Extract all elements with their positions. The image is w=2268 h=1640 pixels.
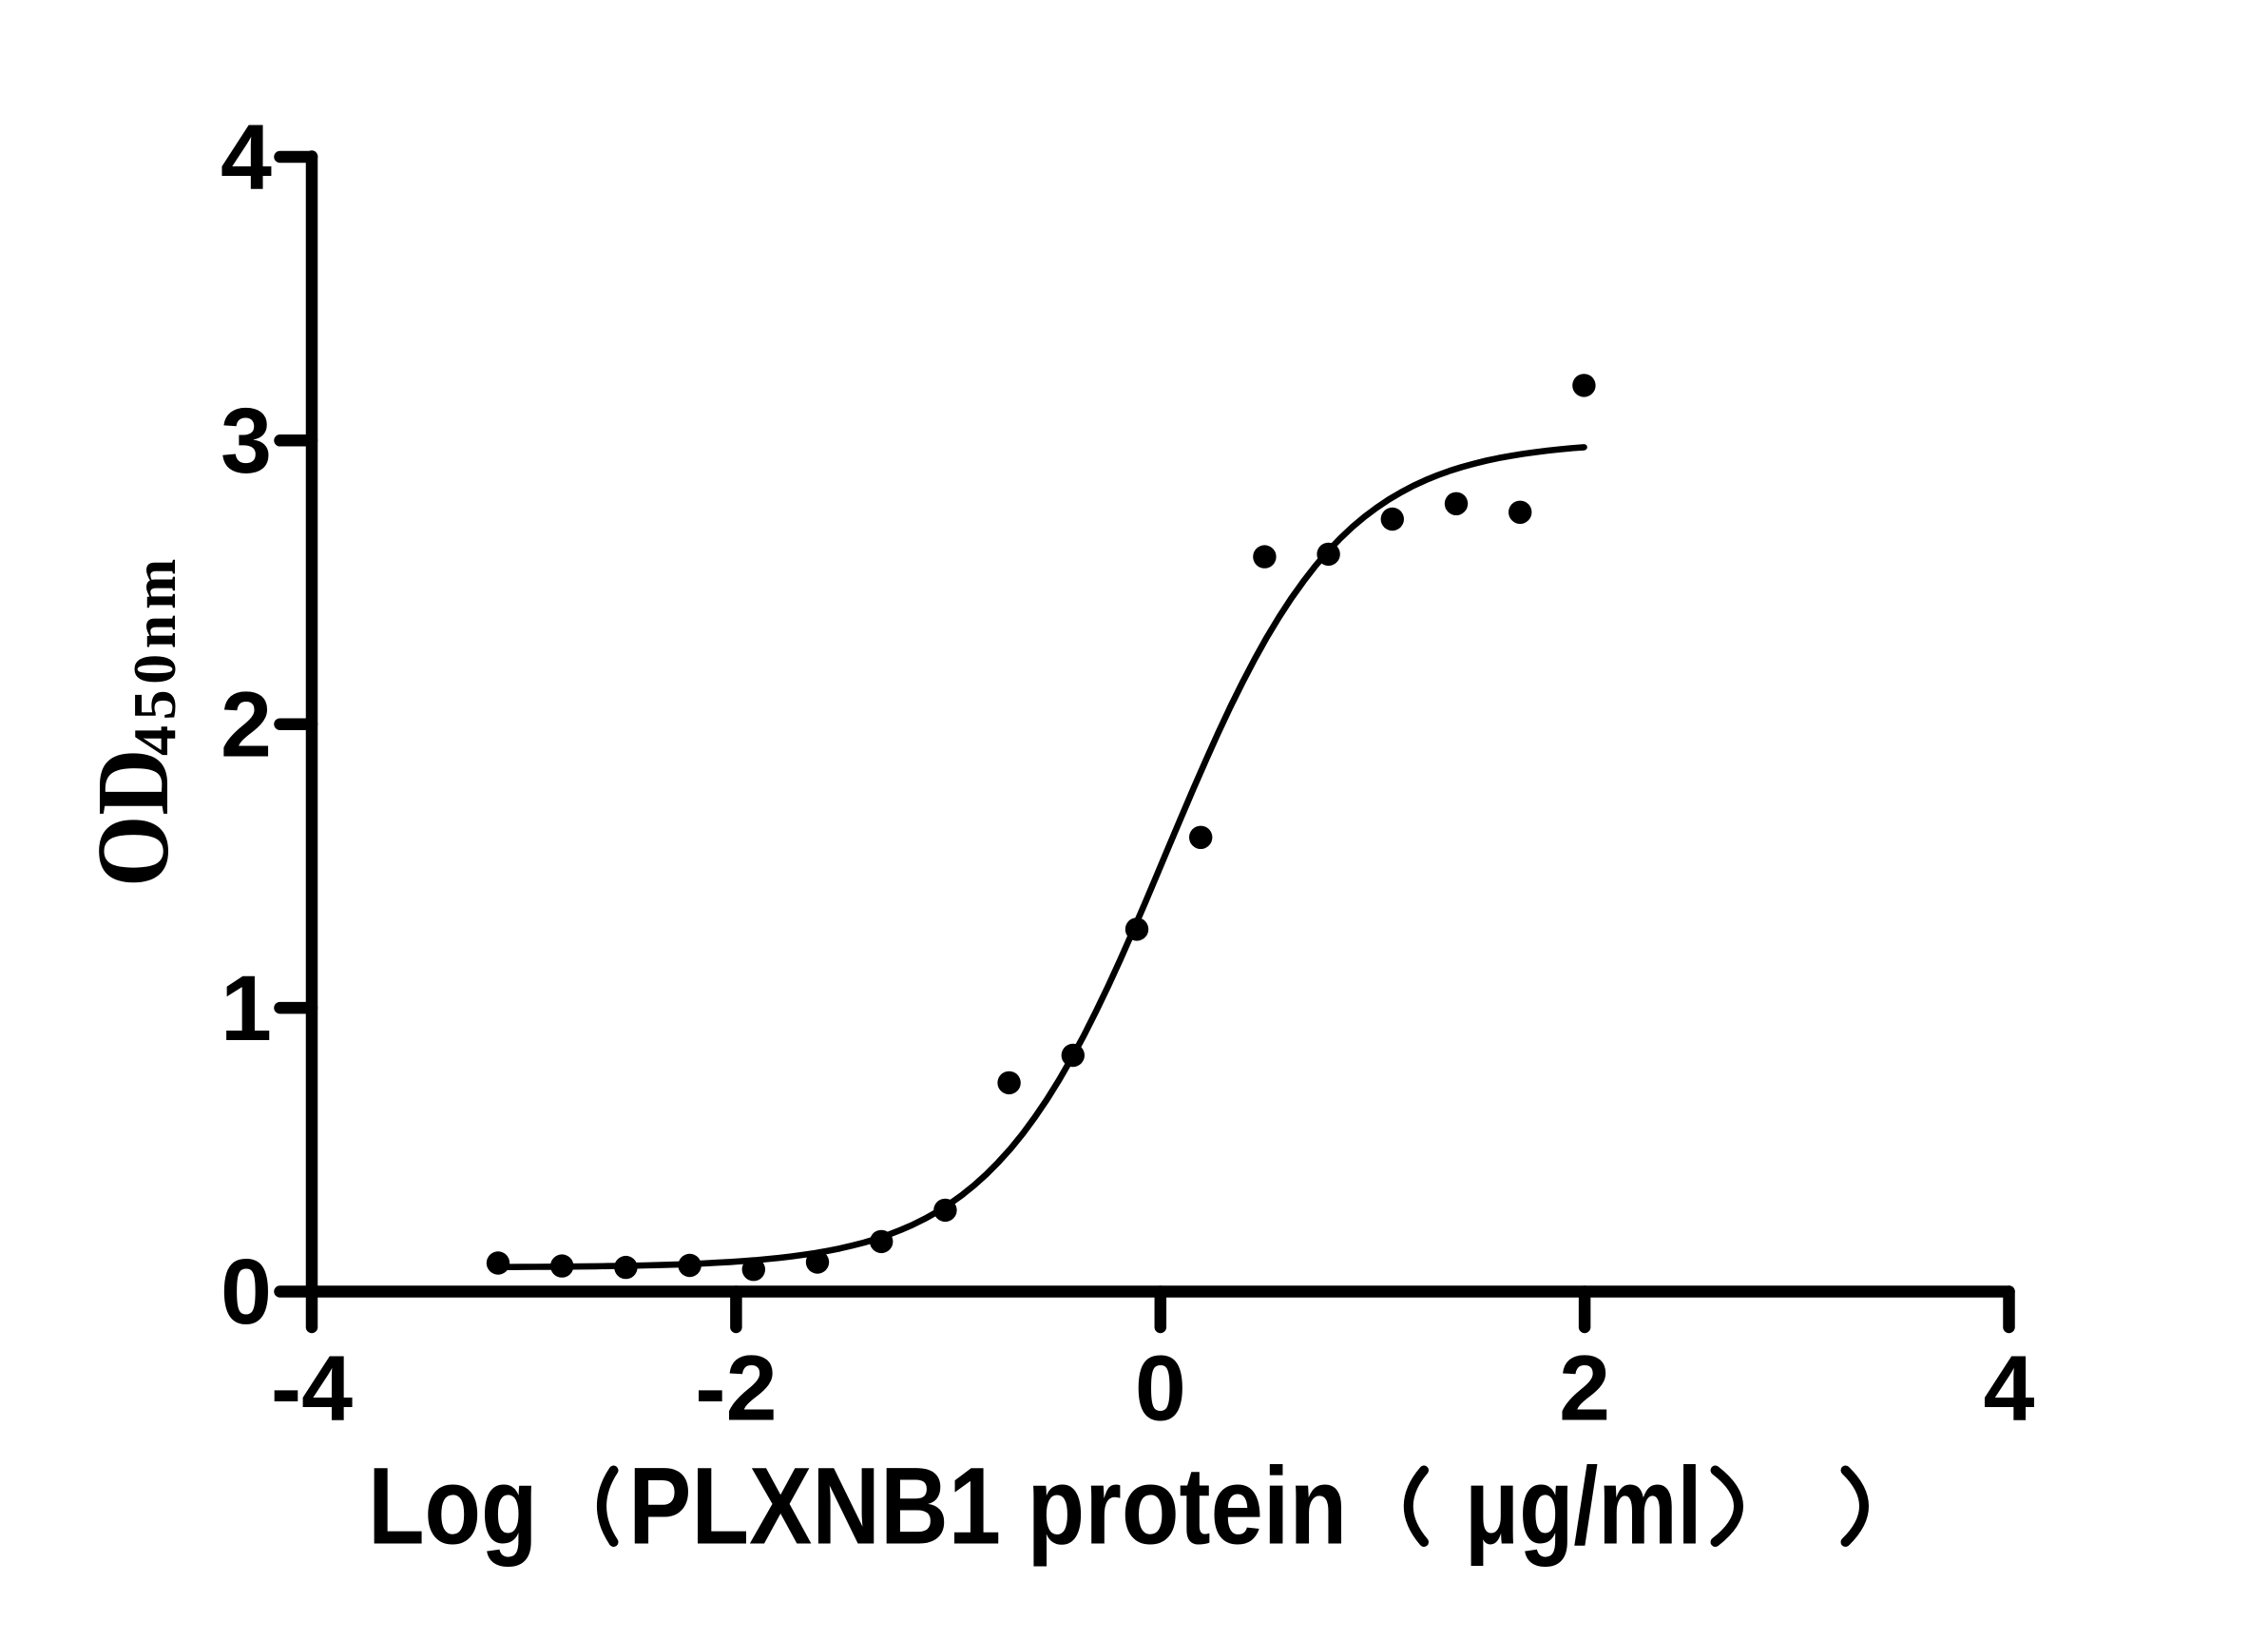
svg-text:-2: -2 [695,1337,777,1440]
svg-text:4: 4 [221,106,272,209]
svg-text:2: 2 [221,672,272,776]
svg-text:OD: OD [77,749,190,887]
svg-text:PLXNB1 protein: PLXNB1 protein [628,1445,1347,1567]
svg-text:4: 4 [1984,1337,2035,1440]
svg-text:μg/ml: μg/ml [1465,1445,1701,1567]
svg-text:3: 3 [221,389,272,492]
svg-text:450nm: 450nm [121,553,188,756]
svg-text:-4: -4 [271,1337,353,1440]
svg-text:1: 1 [221,956,272,1060]
svg-text:0: 0 [221,1240,272,1343]
svg-text:2: 2 [1559,1337,1610,1440]
svg-text:0: 0 [1135,1337,1186,1440]
svg-text:Log: Log [368,1445,537,1567]
